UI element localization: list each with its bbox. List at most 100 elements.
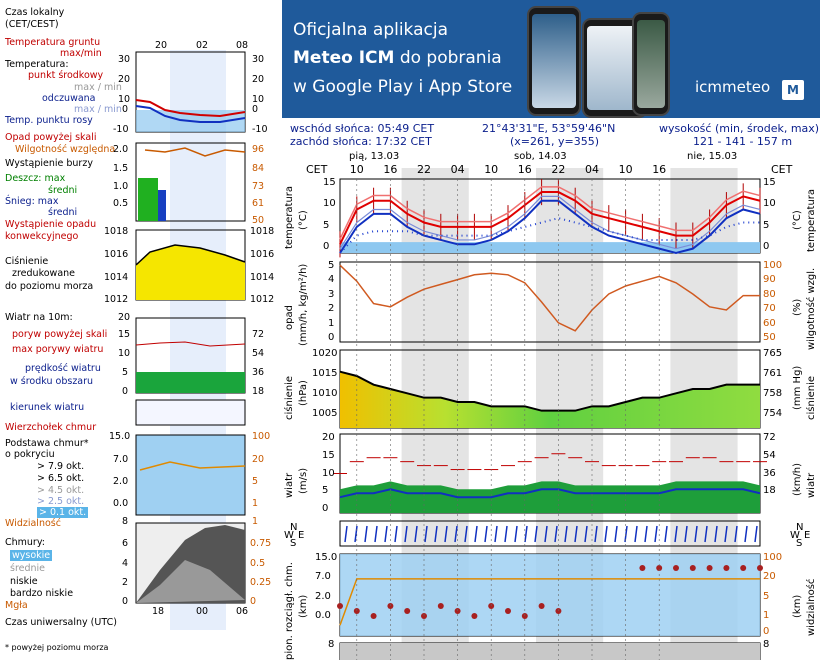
wind-arrow-27 [614,525,618,543]
temp-axis-unit: (°C) [298,210,309,230]
wind-arrow-2 [364,525,368,543]
precip-tick-r-3: 70 [763,303,776,315]
legend-rain: Deszcz: max [5,173,66,184]
hour-label-1: 16 [383,163,398,176]
legend-press2: zredukowane [12,268,76,279]
wind-arrow-19 [534,525,538,543]
legend-press-tick-1014: 1014 [104,272,129,283]
legend-temp-tick-0: 0 [122,104,129,115]
legend-wind-fill [136,372,245,393]
legend-wind-tick-0: 0 [122,386,129,397]
legend-temp-rtick-0: 0 [252,104,259,115]
dir-n-l: N [290,522,298,533]
sunset-text: zachód słońca: 17:32 CET [290,135,432,148]
legend-soil-maxmin: max/min [60,48,102,59]
hour-label-8: 10 [618,163,633,176]
legend-okt65: > 6.5 okt. [37,473,85,484]
legend-very-low: bardzo niskie [10,588,74,599]
dir-e-l: E [298,530,305,541]
legend-cloud-tick-15: 15.0 [109,431,131,442]
cloud-tick-r-3: 1 [763,610,770,621]
cloud-base-dot-23 [723,565,730,571]
legend-cov-2: 2 [122,577,129,588]
wind-arrow-32 [664,525,668,543]
legend-low: niskie [10,576,38,587]
temp-tick-r-2: 5 [763,219,770,231]
cover-tick-8: 8 [328,639,335,650]
visibility-line [339,578,760,626]
phone-image-1 [527,6,581,116]
wind-arrow-6 [404,525,408,543]
precip-tick-l-0: 5 [328,260,335,271]
legend-precip-tick-05: 0.5 [113,198,129,209]
legend-cover-mid [136,560,245,603]
legend-wind-rtick-18: 18 [252,386,265,397]
app-banner[interactable]: Oficjalna aplikacja Meteo ICM do pobrani… [282,0,820,118]
wind-arrow-38 [724,525,728,543]
legend-local-hour-02: 02 [196,40,209,51]
legend-temp-tick-10: 10 [118,94,131,105]
temp-tick-r-0: 15 [763,177,776,188]
legend-press-line [135,244,246,266]
wind-arrow-16 [504,525,508,543]
legend-local-hour-20: 20 [155,40,168,51]
cloud-tick-r-0: 100 [763,552,783,563]
legend-covf-05: 0.5 [250,558,266,569]
press-tick-r-2: 758 [763,388,783,399]
cloud-base-dot-4 [404,608,411,614]
legend-time-local: Czas lokalny [5,7,65,18]
wind-axis-unit-r: (km/h) [792,462,803,496]
legend-cloud-frame [135,434,246,516]
legend-clouds: Chmury: [5,537,45,548]
wind-arrow-33 [674,525,678,543]
legend-cloud-top: Wierzchołek chmur [5,422,97,433]
cloud-base-dot-25 [757,565,763,571]
feels-max-line [339,195,761,250]
sunrise-text: wschód słońca: 05:49 CET [290,122,435,135]
wind-arrow-23 [574,525,578,543]
temp-tick-l-3: 0 [323,241,330,252]
legend-temp-tick-30: 30 [118,54,131,65]
cloud-tick-r-1: 20 [763,571,776,583]
wind-arrow-1 [354,525,358,543]
hour-label-6: 22 [551,163,566,176]
wind-arrow-37 [714,525,718,543]
legend-maxmin2: max / min [74,104,122,115]
day-label-1: pią, 13.03 [349,151,400,162]
legend-press-rtick-1014: 1014 [250,272,275,283]
wind-arrow-17 [514,525,518,543]
legend-hum-tick-96: 96 [252,144,265,155]
precip-tick-r-4: 60 [763,317,776,329]
legend-soil-temp: Temperatura gruntu [5,37,101,48]
pressure-fill [340,371,760,428]
vis-tick-0: 0 [763,626,770,637]
legend-mid: średnie [10,563,46,574]
temp-tick-l-2: 5 [323,219,330,231]
legend-dir-frame [135,399,246,426]
chart-marks [333,179,767,660]
precip-tick-r-0: 100 [763,260,783,271]
day-label-3: nie, 15.03 [687,151,738,162]
legend-high: wysokie [10,550,53,561]
press-tick-l-1: 1015 [312,368,338,379]
legend-wind-rtick-54: 54 [252,348,265,359]
wind-arrow-26 [604,525,608,543]
cloud-base-dot-2 [370,613,377,619]
wind-arrow-29 [634,525,638,543]
legend-rain-bar [138,178,158,221]
banner-line2-bold: Meteo ICM [293,48,395,68]
temp-axis-unit-r: (°C) [792,210,803,230]
legend-hum-tick-50: 50 [252,215,265,226]
legend-precip-above: Opad powyżej skali [5,132,97,143]
legend-temp-tick-m10: -10 [113,124,129,135]
cloud-bg [340,554,760,636]
legend-fog: Mgła [5,600,28,611]
legend-vis-tick-5: 5 [252,476,259,487]
wind-arrow-39 [734,525,738,543]
legend-precip-tick-1: 1.0 [113,181,129,192]
grid-text: (x=261, y=355) [510,135,600,148]
legend-utc-00: 00 [196,606,209,617]
cloud-axis-unit: (km) [298,594,309,618]
wind-arrow-21 [554,525,558,543]
temp-axis-title-r: temperatura [806,188,817,252]
